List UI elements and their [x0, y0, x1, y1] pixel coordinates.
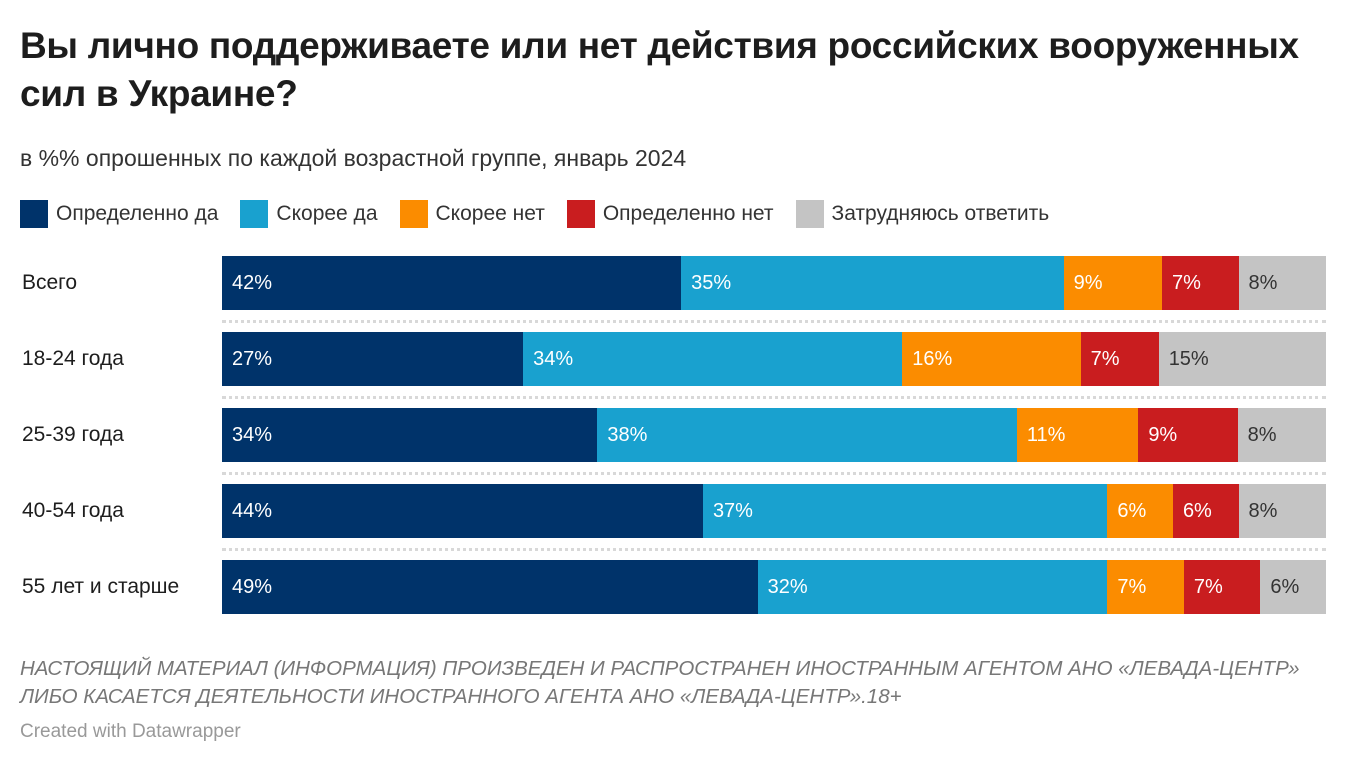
notes: НАСТОЯЩИЙ МАТЕРИАЛ (ИНФОРМАЦИЯ) ПРОИЗВЕД…: [20, 657, 1300, 708]
bar-segment: 9%: [1138, 408, 1238, 462]
legend-swatch: [399, 200, 428, 228]
bar-segment: 8%: [1237, 408, 1326, 462]
bar-segment: 11%: [1016, 408, 1139, 462]
chart-title: Вы лично поддерживаете или нет действия …: [20, 25, 1299, 114]
row-divider: [222, 320, 1326, 323]
bar-segment: 32%: [757, 560, 1108, 614]
legend-item: Определенно да: [20, 200, 218, 228]
row-label: 55 лет и старше: [22, 575, 180, 598]
bar-row: 44% 37% 6% 6% 8%: [222, 484, 1326, 538]
row-label: 40-54 года: [22, 499, 124, 522]
legend-label: Определенно да: [56, 202, 219, 225]
bar-segment: 8%: [1238, 256, 1326, 310]
bar-segment: 7%: [1162, 256, 1239, 310]
legend-swatch: [566, 200, 595, 228]
bar-segment: 35%: [681, 256, 1064, 310]
row-divider: [222, 396, 1326, 399]
bar-segment: 9%: [1063, 256, 1163, 310]
legend-label: Определенно нет: [602, 202, 774, 225]
legend-label: Скорее нет: [435, 202, 545, 225]
bar-row: 42% 35% 9% 7% 8%: [222, 256, 1326, 310]
row-divider: [222, 548, 1326, 551]
bar-segment: 34%: [222, 408, 598, 462]
bar-segment: 7%: [1107, 560, 1184, 614]
legend-item: Скорее да: [240, 200, 378, 228]
bar-segment: 44%: [222, 484, 703, 538]
bar-segment: 16%: [902, 332, 1081, 386]
credit-link[interactable]: Created with Datawrapper: [20, 721, 241, 742]
chart-subtitle: в %% опрошенных по каждой возрастной гру…: [20, 145, 687, 171]
legend-label: Скорее да: [276, 202, 378, 225]
row-label: 25-39 года: [22, 423, 124, 446]
legend-item: Затрудняюсь ответить: [795, 200, 1050, 228]
legend-item: Скорее нет: [399, 200, 545, 228]
bar-segment: 49%: [222, 560, 758, 614]
bar-segment: 8%: [1238, 484, 1326, 538]
bar-segment: 7%: [1080, 332, 1159, 386]
bar-segment: 42%: [222, 256, 682, 310]
bar-segment: 7%: [1183, 560, 1261, 614]
bar-row: 49% 32% 7% 7% 6%: [222, 560, 1326, 614]
bar-segment: 38%: [597, 408, 1017, 462]
bar-segment: 6%: [1260, 560, 1326, 614]
bar-row: 34% 38% 11% 9% 8%: [222, 408, 1326, 462]
bar-segment: 27%: [222, 332, 524, 386]
row-label: 18-24 года: [22, 347, 124, 370]
legend-swatch: [795, 200, 824, 228]
legend: Определенно да Скорее да Скорее нет Определ…: [20, 200, 1071, 228]
row-label: Всего: [22, 271, 78, 294]
bar-segment: 37%: [702, 484, 1108, 538]
bar-row: 27% 34% 16% 7% 15%: [222, 332, 1326, 386]
legend-swatch: [240, 200, 269, 228]
bar-segment: 15%: [1158, 332, 1326, 386]
bar-segment: 34%: [523, 332, 903, 386]
row-divider: [222, 472, 1326, 475]
legend-item: Определенно нет: [566, 200, 774, 228]
legend-label: Затрудняюсь ответить: [831, 202, 1050, 225]
legend-swatch: [20, 200, 48, 228]
bar-segment: 6%: [1172, 484, 1239, 538]
bar-segment: 6%: [1107, 484, 1173, 538]
